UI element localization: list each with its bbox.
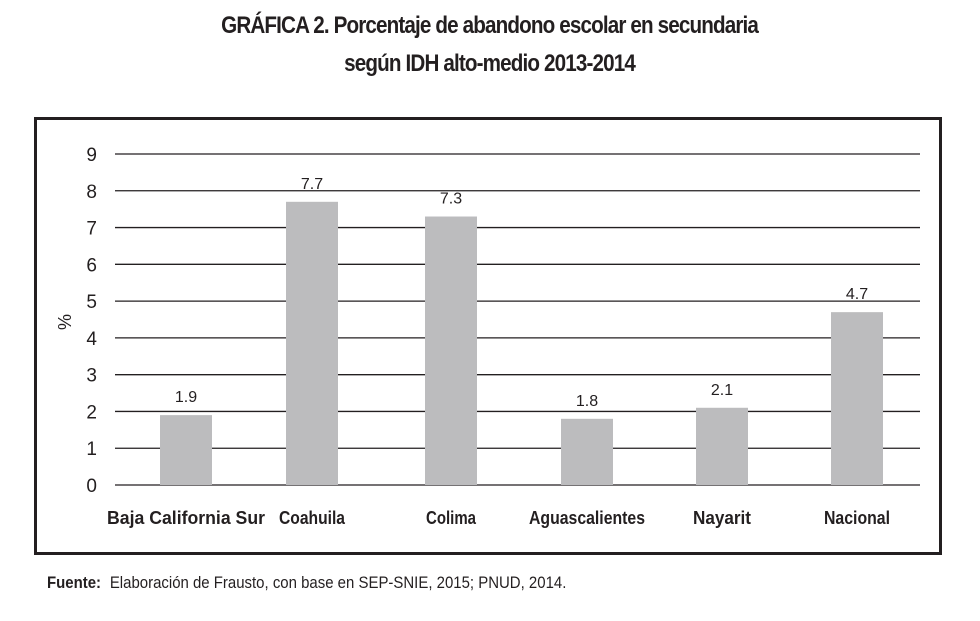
chart-title-line1: GRÁFICA 2. Porcentaje de abandono escola… — [221, 12, 759, 39]
x-tick-label: Coahuila — [279, 508, 346, 528]
bar — [425, 216, 477, 485]
y-tick-label: 0 — [86, 476, 97, 497]
x-tick-label: Nacional — [824, 508, 890, 528]
data-label: 7.7 — [301, 176, 323, 193]
bar — [696, 407, 748, 485]
y-tick-label: 5 — [86, 292, 97, 313]
y-tick-label: 8 — [86, 182, 97, 203]
y-tick-label: 3 — [86, 366, 97, 387]
y-tick-label: 6 — [86, 255, 97, 276]
y-tick-label: 9 — [86, 145, 97, 166]
data-label: 4.7 — [846, 286, 868, 303]
data-label: 7.3 — [440, 191, 462, 208]
y-tick-label: 7 — [86, 219, 97, 240]
source-text: Elaboración de Frausto, con base en SEP-… — [109, 573, 567, 592]
source-note: Fuente: Elaboración de Frausto, con base … — [47, 573, 566, 593]
chart-frame — [34, 117, 942, 555]
data-label: 1.8 — [576, 393, 598, 410]
y-tick-label: 2 — [86, 402, 97, 423]
data-label: 1.9 — [175, 389, 197, 406]
bar — [286, 201, 338, 486]
x-tick-label: Baja California Sur — [107, 508, 265, 528]
x-tick-label: Colima — [426, 508, 477, 528]
bar — [160, 415, 212, 485]
chart-title-line2: según IDH alto-medio 2013-2014 — [344, 50, 636, 77]
source-label: Fuente: — [47, 573, 102, 592]
x-tick-label: Aguascalientes — [529, 508, 645, 528]
y-tick-label: 1 — [86, 439, 97, 460]
bar — [561, 418, 613, 485]
data-label: 2.1 — [711, 382, 733, 399]
y-axis-label: % — [55, 314, 75, 330]
x-tick-label: Nayarit — [693, 508, 751, 528]
bar — [831, 312, 883, 485]
y-tick-label: 4 — [86, 329, 97, 350]
